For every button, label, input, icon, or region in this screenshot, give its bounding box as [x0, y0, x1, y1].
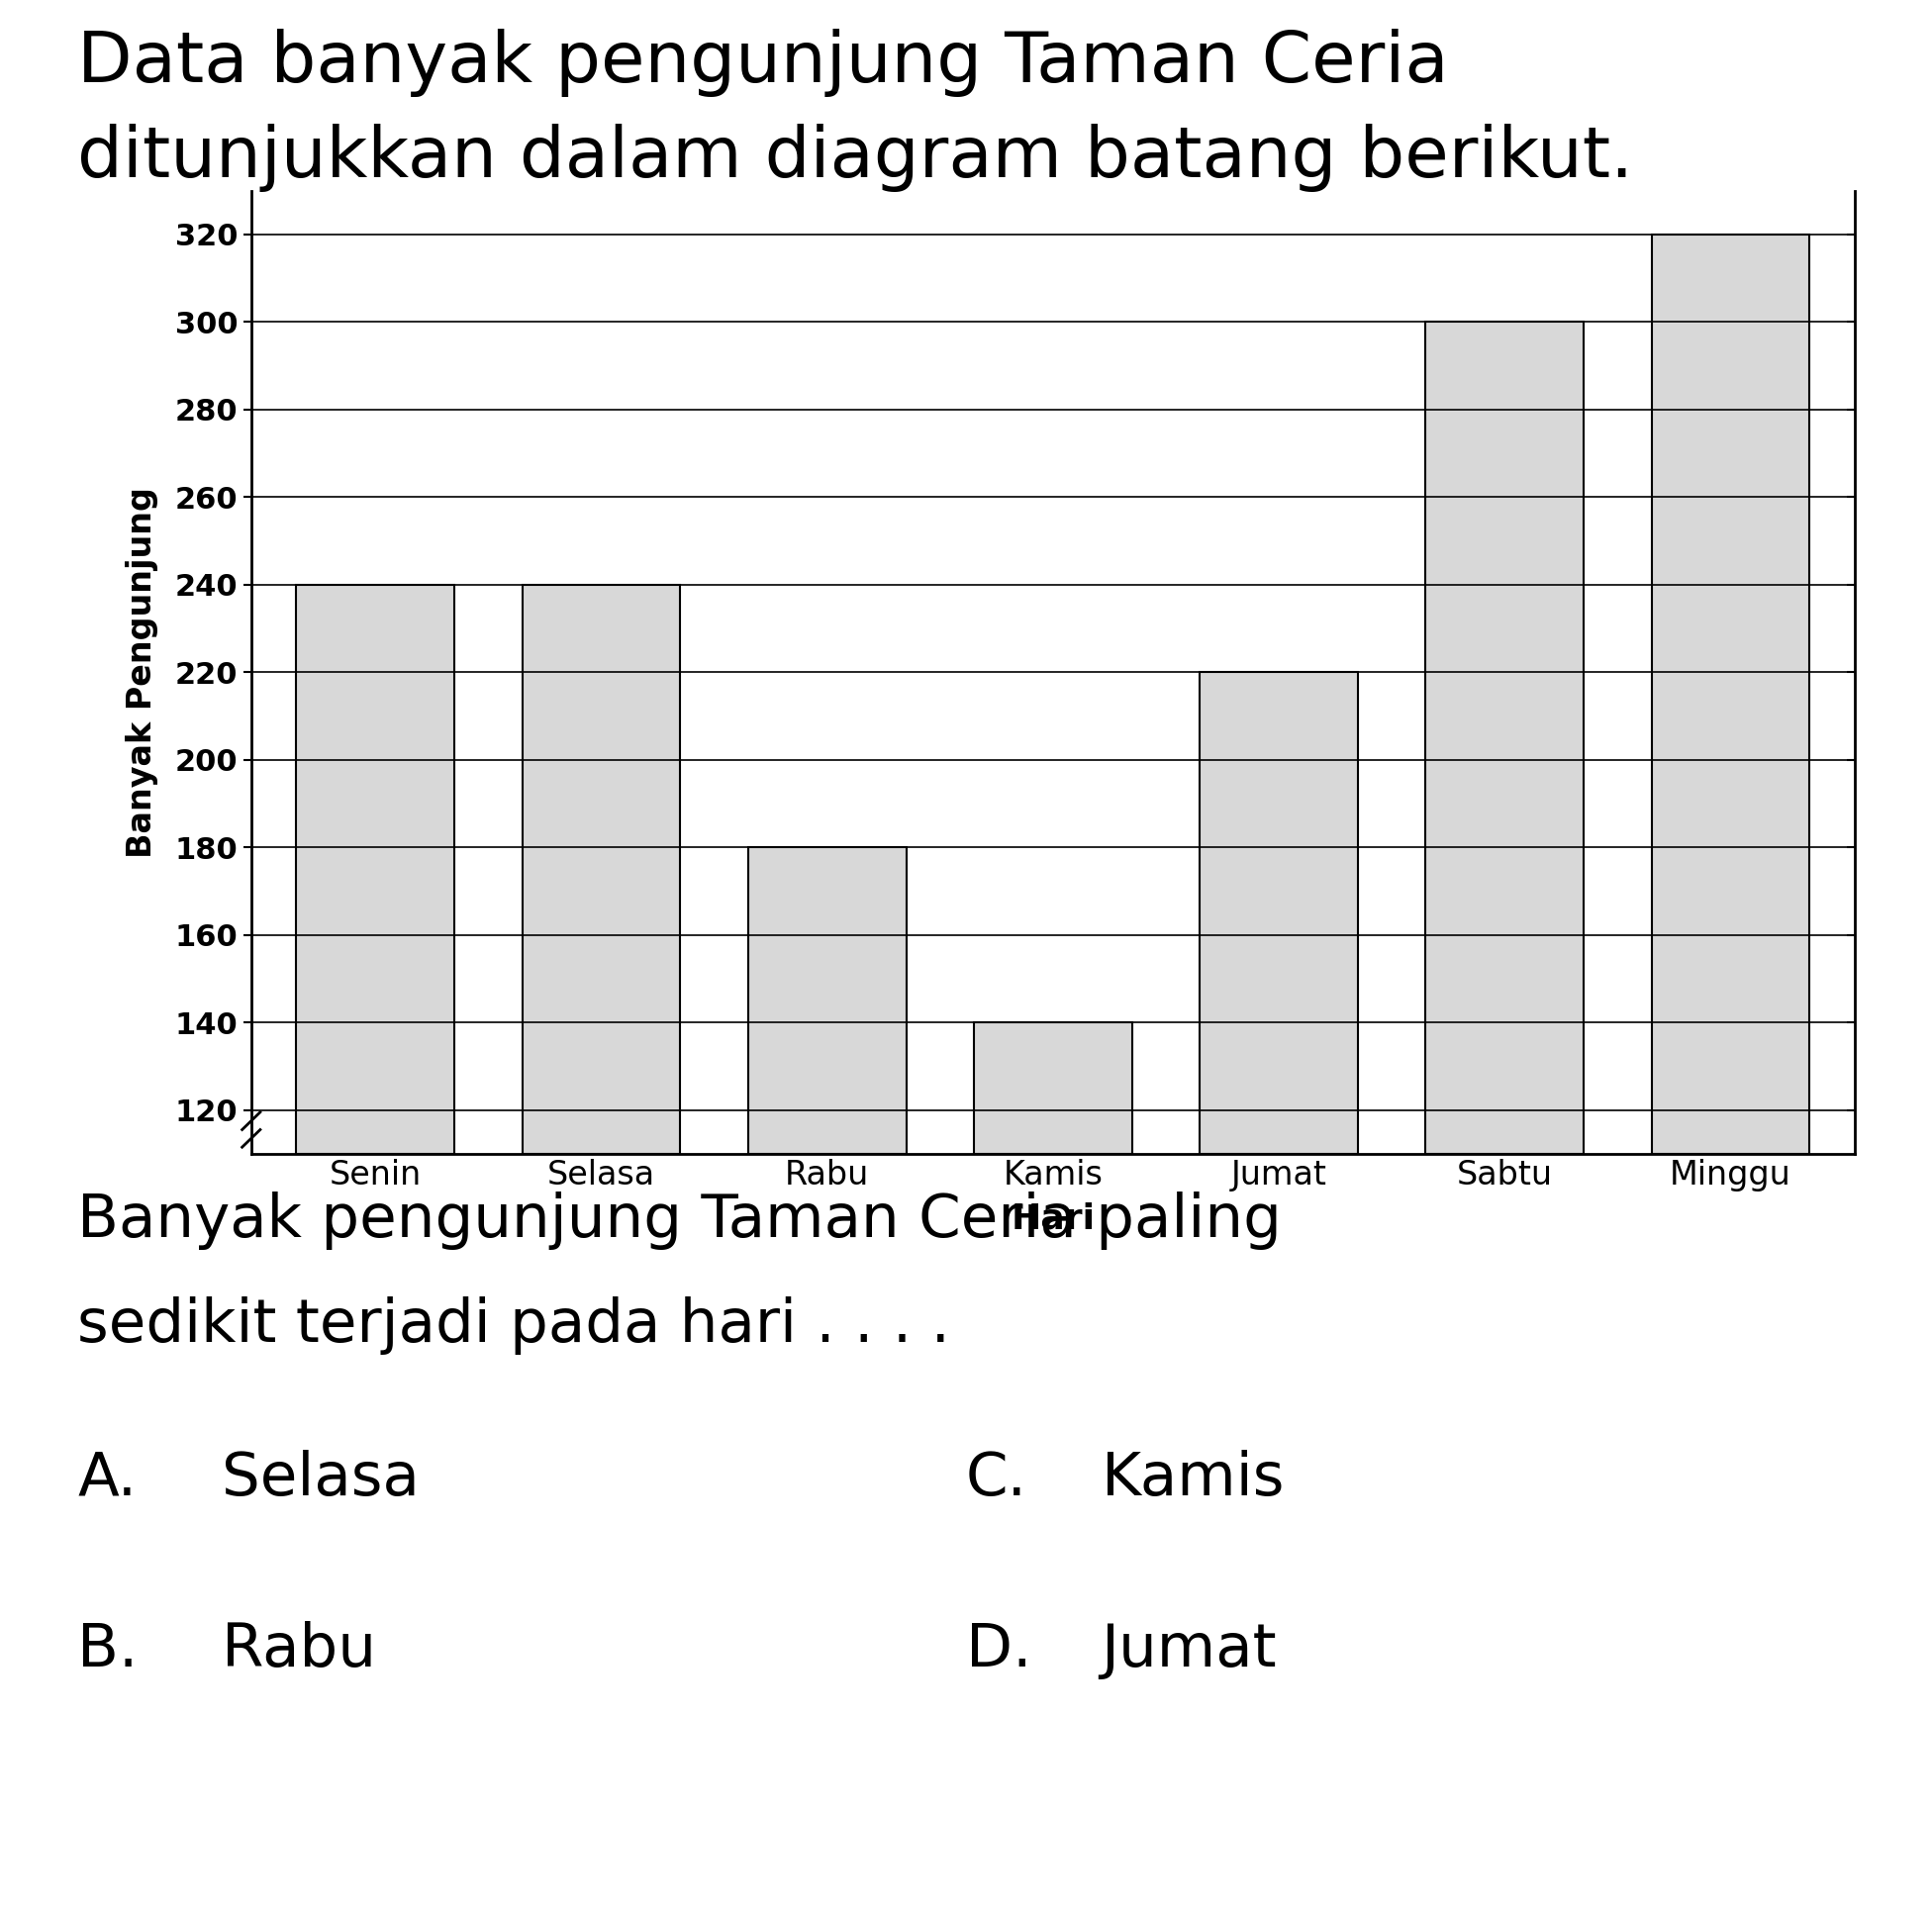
Text: sedikit terjadi pada hari . . . .: sedikit terjadi pada hari . . . . [77, 1297, 951, 1356]
Text: Kamis: Kamis [1101, 1449, 1285, 1508]
Bar [1426, 322, 1584, 1154]
Text: Selasa: Selasa [222, 1449, 419, 1508]
Bar [1652, 235, 1810, 1154]
Text: ditunjukkan dalam diagram batang berikut.: ditunjukkan dalam diagram batang berikut… [77, 124, 1633, 193]
Text: Rabu: Rabu [222, 1621, 377, 1680]
Text: B.: B. [77, 1621, 137, 1680]
Text: C.: C. [966, 1449, 1028, 1508]
Text: Data banyak pengunjung Taman Ceria: Data banyak pengunjung Taman Ceria [77, 29, 1449, 97]
Y-axis label: Banyak Pengunjung: Banyak Pengunjung [126, 486, 158, 858]
Text: A.: A. [77, 1449, 137, 1508]
Bar [296, 585, 454, 1154]
Bar [522, 585, 680, 1154]
X-axis label: Hari: Hari [1010, 1201, 1095, 1236]
Bar [748, 847, 906, 1154]
Text: Jumat: Jumat [1101, 1621, 1277, 1680]
Text: Banyak pengunjung Taman Ceria paling: Banyak pengunjung Taman Ceria paling [77, 1192, 1281, 1251]
Bar [974, 1022, 1132, 1154]
Bar [1200, 673, 1358, 1154]
Text: D.: D. [966, 1621, 1032, 1680]
